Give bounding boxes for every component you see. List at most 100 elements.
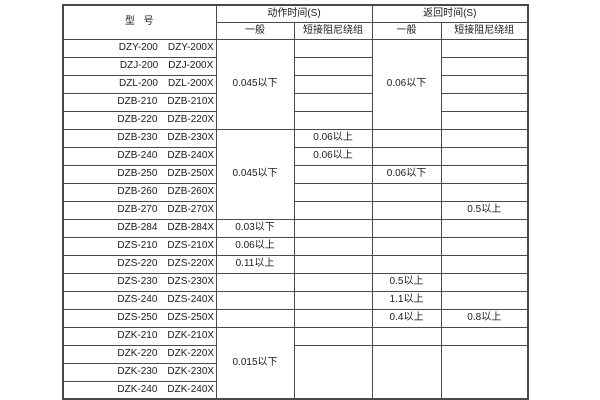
- table-row: DZB-270 DZB-270X 0.5以上: [62, 200, 529, 220]
- return-damping-cell: [440, 110, 529, 130]
- return-damping-cell: [440, 146, 529, 166]
- return-general-cell: [371, 254, 442, 274]
- model-x-variant: DZB-240X: [167, 150, 215, 161]
- action-general-cell: 0.045以下: [215, 38, 295, 130]
- model-x-variant: DZS-220X: [167, 258, 215, 269]
- return-damping-cell: [440, 326, 529, 346]
- model-base: DZS-240: [117, 294, 158, 305]
- model-x-variant: DZS-240X: [167, 294, 215, 305]
- model-x-variant: DZY-200X: [167, 42, 214, 53]
- action-damping-cell: [293, 56, 373, 76]
- model-base: DZB-284: [117, 222, 158, 233]
- relay-spec-table: 型 号 动作时间(S) 返回时间(S) 一般 短接阻尼绕组 一般 短接阻尼绕组 …: [62, 4, 529, 400]
- action-general-cell: 0.06以上: [215, 236, 295, 256]
- return-general-cell: [371, 344, 442, 400]
- return-damping-cell: 0.8以上: [440, 308, 529, 328]
- model-cell: DZS-240 DZS-240X: [62, 290, 217, 310]
- model-x-variant: DZK-230X: [167, 366, 215, 377]
- model-cell: DZB-220 DZB-220X: [62, 110, 217, 130]
- table-row: DZS-210 DZS-210X 0.06以上: [62, 236, 529, 256]
- model-x-variant: DZK-220X: [167, 348, 215, 359]
- action-damping-cell: [293, 344, 373, 400]
- action-general-cell: 0.11以上: [215, 254, 295, 274]
- model-base: DZB-210: [117, 96, 158, 107]
- return-general-cell: 0.06以下: [371, 38, 442, 130]
- model-base: DZS-210: [117, 240, 158, 251]
- table-row: DZS-220 DZS-220X 0.11以上: [62, 254, 529, 274]
- model-cell: DZB-260 DZB-260X: [62, 182, 217, 202]
- return-damping-cell: [440, 236, 529, 256]
- action-damping-cell: [293, 38, 373, 58]
- return-general-cell: [371, 236, 442, 256]
- action-damping-cell: [293, 74, 373, 94]
- table-row: DZB-230 DZB-230X 0.045以下 0.06以上: [62, 128, 529, 220]
- model-base: DZJ-200: [119, 60, 159, 71]
- model-cell: DZB-284 DZB-284X: [62, 218, 217, 238]
- model-x-variant: DZB-210X: [167, 96, 215, 107]
- model-x-variant: DZS-230X: [167, 276, 215, 287]
- return-damping-cell: [440, 74, 529, 94]
- model-x-variant: DZK-240X: [167, 383, 215, 395]
- model-base: DZK-210: [117, 330, 158, 341]
- return-general-cell: [371, 326, 442, 346]
- model-x-variant: DZB-230X: [167, 132, 215, 143]
- return-damping-cell: [440, 290, 529, 310]
- model-x-variant: DZS-250X: [167, 312, 215, 323]
- model-cell: DZL-200 DZL-200X: [62, 74, 217, 94]
- model-base: DZB-270: [117, 204, 158, 215]
- model-base: DZB-240: [117, 150, 158, 161]
- action-damping-cell: [293, 254, 373, 274]
- model-base: DZK-230: [117, 366, 158, 377]
- col-header-action-time: 动作时间(S): [215, 4, 373, 23]
- action-damping-cell: [293, 290, 373, 310]
- model-cell: DZK-240 DZK-240X: [62, 380, 217, 400]
- table-row: DZY-200 DZY-200X 0.045以下 0.06以下: [62, 38, 529, 130]
- model-base: DZB-250: [117, 168, 158, 179]
- model-cell: DZB-230 DZB-230X: [62, 128, 217, 148]
- table-row: DZB-250 DZB-250X 0.06以下: [62, 164, 529, 184]
- table-row: DZB-284 DZB-284X 0.03以下: [62, 218, 529, 238]
- return-damping-cell: [440, 164, 529, 184]
- action-general-cell: [215, 308, 295, 328]
- return-general-cell: 0.06以下: [371, 164, 442, 184]
- col-header-action-damping: 短接阻尼绕组: [293, 21, 373, 40]
- action-damping-cell: [293, 164, 373, 184]
- model-x-variant: DZK-210X: [167, 330, 215, 341]
- model-x-variant: DZJ-200X: [168, 60, 214, 71]
- model-x-variant: DZB-220X: [167, 114, 215, 125]
- model-cell: DZS-250 DZS-250X: [62, 308, 217, 328]
- model-cell: DZS-210 DZS-210X: [62, 236, 217, 256]
- model-cell: DZJ-200 DZJ-200X: [62, 56, 217, 76]
- model-base: DZL-200: [119, 78, 158, 89]
- table-row: DZB-220 DZB-220X: [62, 110, 529, 130]
- table-row: DZS-250 DZS-250X 0.4以上 0.8以上: [62, 308, 529, 328]
- table-row: DZB-210 DZB-210X: [62, 92, 529, 112]
- model-base: DZS-230: [117, 276, 158, 287]
- return-general-cell: [371, 146, 442, 166]
- return-damping-cell: [440, 38, 529, 58]
- return-general-cell: 1.1以上: [371, 290, 442, 310]
- return-damping-cell: [440, 56, 529, 76]
- model-base: DZB-230: [117, 132, 158, 143]
- table-row: DZB-260 DZB-260X: [62, 182, 529, 202]
- action-damping-cell: [293, 272, 373, 292]
- model-x-variant: DZB-270X: [167, 204, 215, 215]
- model-cell: DZB-210 DZB-210X: [62, 92, 217, 112]
- model-base: DZK-240: [117, 383, 158, 395]
- model-base: DZS-220: [117, 258, 158, 269]
- table-row: DZS-230 DZS-230X 0.5以上: [62, 272, 529, 292]
- action-general-cell: 0.03以下: [215, 218, 295, 238]
- table-body: DZY-200 DZY-200X 0.045以下 0.06以下 DZJ-200 DZJ-2…: [62, 38, 529, 400]
- col-header-return-time: 返回时间(S): [371, 4, 529, 23]
- action-damping-cell: [293, 308, 373, 328]
- return-general-cell: [371, 200, 442, 220]
- header-row-groups: 型 号 动作时间(S) 返回时间(S): [62, 4, 529, 40]
- table-row: DZL-200 DZL-200X: [62, 74, 529, 94]
- return-damping-cell: [440, 92, 529, 112]
- action-general-cell: [215, 272, 295, 292]
- model-x-variant: DZB-250X: [167, 168, 215, 179]
- model-base: DZB-260: [117, 186, 158, 197]
- model-cell: DZK-210 DZK-210X: [62, 326, 217, 346]
- table-row: DZK-230 DZK-230X: [62, 362, 528, 382]
- action-damping-cell: [293, 182, 373, 202]
